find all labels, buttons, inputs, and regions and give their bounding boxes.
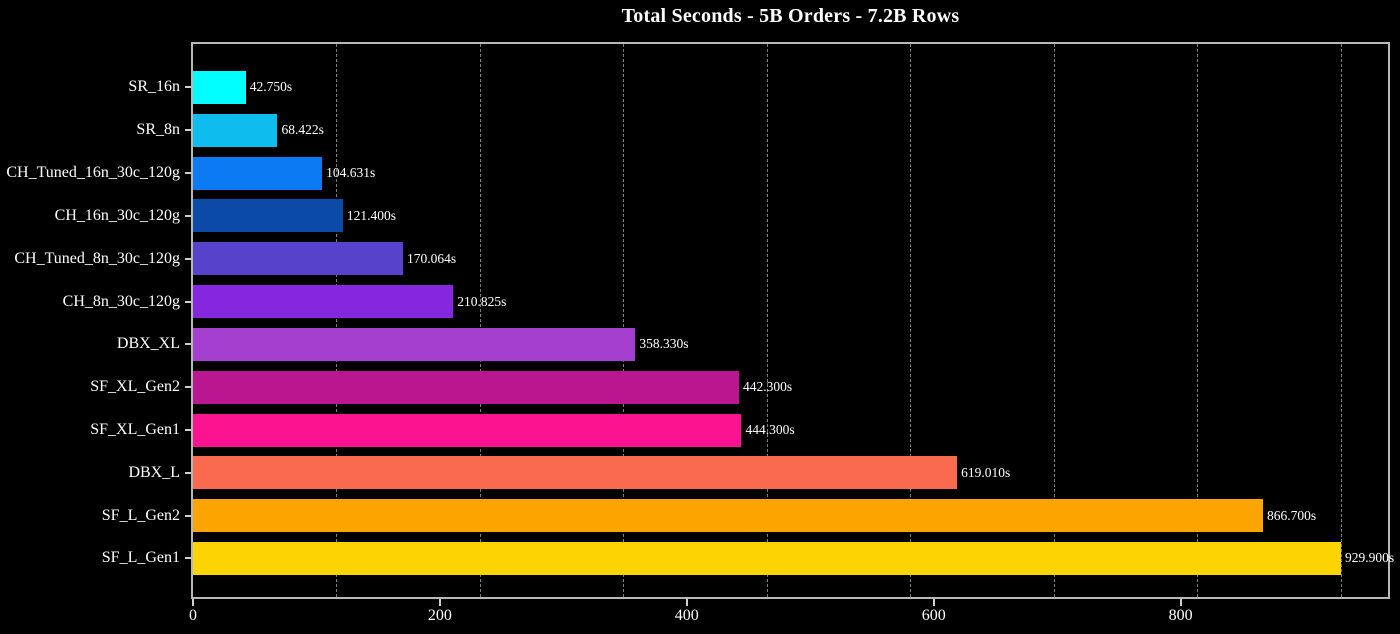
x-tick-mark — [192, 599, 194, 606]
plot-area: 42.750s 68.422s 104.631s 121.400s 170.064s 21… — [191, 42, 1394, 599]
bar-row-SF_XL_Gen1: 444.300s — [193, 409, 1388, 452]
y-tick-mark — [185, 557, 193, 560]
y-label-row: CH_Tuned_16n_30c_120g — [0, 152, 193, 195]
bar-CH_Tuned_8n_30c_120g — [193, 242, 403, 276]
y-tick-mark — [185, 129, 193, 132]
bar-CH_Tuned_16n_30c_120g — [193, 156, 323, 190]
bar-value-label: 170.064s — [406, 250, 457, 266]
bar-row-CH_8n_30c_120g: 210.825s — [193, 280, 1388, 323]
x-tick-mark — [932, 599, 935, 606]
y-tick-mark — [185, 257, 193, 260]
y-tick-label: DBX_XL — [116, 335, 180, 353]
y-tick-label: SR_16n — [128, 78, 180, 96]
bar-value-label: 358.330s — [639, 336, 689, 352]
y-tick-label: SF_L_Gen2 — [101, 506, 180, 524]
bar-value-label: 442.300s — [743, 379, 793, 395]
bar-value-label: 866.700s — [1266, 507, 1317, 523]
bar-SR_16n — [193, 70, 246, 104]
gridline — [623, 44, 625, 597]
y-label-row: CH_8n_30c_120g — [0, 280, 193, 323]
y-tick-label: CH_16n_30c_120g — [54, 206, 180, 224]
y-label-row: SF_XL_Gen1 — [0, 409, 193, 452]
y-tick-label: DBX_L — [128, 463, 180, 481]
bar-SF_XL_Gen1 — [193, 413, 742, 447]
x-tick-mark — [1179, 599, 1182, 606]
bar-row-CH_Tuned_8n_30c_120g: 170.064s — [193, 237, 1388, 280]
bar-row-SR_16n: 42.750s — [193, 66, 1388, 109]
y-label-row: DBX_L — [0, 451, 193, 494]
bar-SR_8n — [193, 113, 278, 147]
bar-value-label: 619.010s — [961, 464, 1011, 480]
bar-DBX_L — [193, 456, 958, 490]
y-tick-mark — [185, 86, 193, 89]
y-tick-mark — [185, 300, 193, 303]
bar-row-SR_8n: 68.422s — [193, 109, 1388, 152]
x-tick-mark — [438, 599, 441, 606]
gridline — [910, 44, 912, 597]
bar-value-label: 210.825s — [457, 293, 507, 309]
gridline — [1340, 44, 1342, 597]
y-tick-label: SF_L_Gen1 — [101, 549, 180, 567]
bar-row-SF_L_Gen2: 866.700s — [193, 494, 1388, 537]
y-tick-label: SF_XL_Gen1 — [90, 421, 180, 438]
x-tick-label: 600 — [921, 607, 946, 624]
y-label-row: CH_16n_30c_120g — [0, 194, 193, 237]
x-tick-label: 400 — [674, 607, 699, 624]
y-label-row: SR_8n — [0, 109, 193, 152]
x-axis: 0 200 400 600 800 — [189, 599, 1388, 634]
y-tick-mark — [185, 429, 193, 431]
gridline — [479, 44, 481, 597]
bar-value-label: 42.750s — [249, 79, 293, 95]
y-axis-labels: SR_16n SR_8n CH_Tuned_16n_30c_120g CH_16n_3… — [0, 44, 193, 597]
y-tick-mark — [185, 514, 193, 517]
y-tick-mark — [185, 386, 193, 389]
gridline — [1197, 44, 1199, 597]
bar-value-label: 444.300s — [745, 422, 795, 437]
bar-row-CH_Tuned_16n_30c_120g: 104.631s — [193, 152, 1388, 195]
bar-CH_8n_30c_120g — [193, 285, 454, 319]
bar-row-SF_XL_Gen2: 442.300s — [193, 366, 1388, 409]
x-tick-label: 800 — [1168, 607, 1193, 624]
bar-row-DBX_XL: 358.330s — [193, 323, 1388, 366]
y-tick-label: SF_XL_Gen2 — [90, 378, 180, 396]
gridline — [1053, 44, 1055, 597]
y-tick-label: CH_Tuned_16n_30c_120g — [6, 164, 180, 182]
bar-row-SF_L_Gen1: 929.900s — [193, 537, 1394, 580]
bar-value-label: 929.900s — [1344, 550, 1395, 566]
bar-DBX_XL — [193, 327, 636, 361]
bar-value-label: 121.400s — [346, 207, 396, 223]
bar-value-label: 104.631s — [326, 165, 376, 181]
bar-row-DBX_L: 619.010s — [193, 451, 1388, 494]
gridline — [766, 44, 768, 597]
y-label-row: SF_XL_Gen2 — [0, 366, 193, 409]
gridline — [336, 44, 338, 597]
y-tick-label: SR_8n — [136, 121, 180, 139]
y-tick-label: CH_Tuned_8n_30c_120g — [14, 249, 180, 267]
bar-CH_16n_30c_120g — [193, 199, 343, 233]
y-tick-mark — [185, 471, 193, 474]
y-tick-label: CH_8n_30c_120g — [62, 292, 180, 310]
x-tick-label: 0 — [189, 607, 197, 624]
y-label-row: DBX_XL — [0, 323, 193, 366]
bar-value-label: 68.422s — [281, 122, 324, 138]
bar-SF_L_Gen2 — [193, 499, 1263, 533]
x-tick-label: 200 — [427, 607, 452, 624]
bar-SF_XL_Gen2 — [193, 370, 740, 404]
chart-title: Total Seconds - 5B Orders - 7.2B Rows — [621, 5, 960, 27]
y-tick-mark — [185, 214, 193, 217]
y-label-row: SR_16n — [0, 66, 193, 109]
x-tick-mark — [685, 599, 688, 606]
bars-layer: 42.750s 68.422s 104.631s 121.400s 170.064s 21… — [193, 44, 1394, 597]
y-label-row: SF_L_Gen2 — [0, 494, 193, 537]
y-label-row: SF_L_Gen1 — [0, 537, 193, 580]
y-tick-mark — [185, 172, 193, 175]
y-label-row: CH_Tuned_8n_30c_120g — [0, 237, 193, 280]
y-tick-mark — [185, 343, 193, 346]
bar-SF_L_Gen1 — [193, 541, 1341, 575]
bar-row-CH_16n_30c_120g: 121.400s — [193, 194, 1388, 237]
